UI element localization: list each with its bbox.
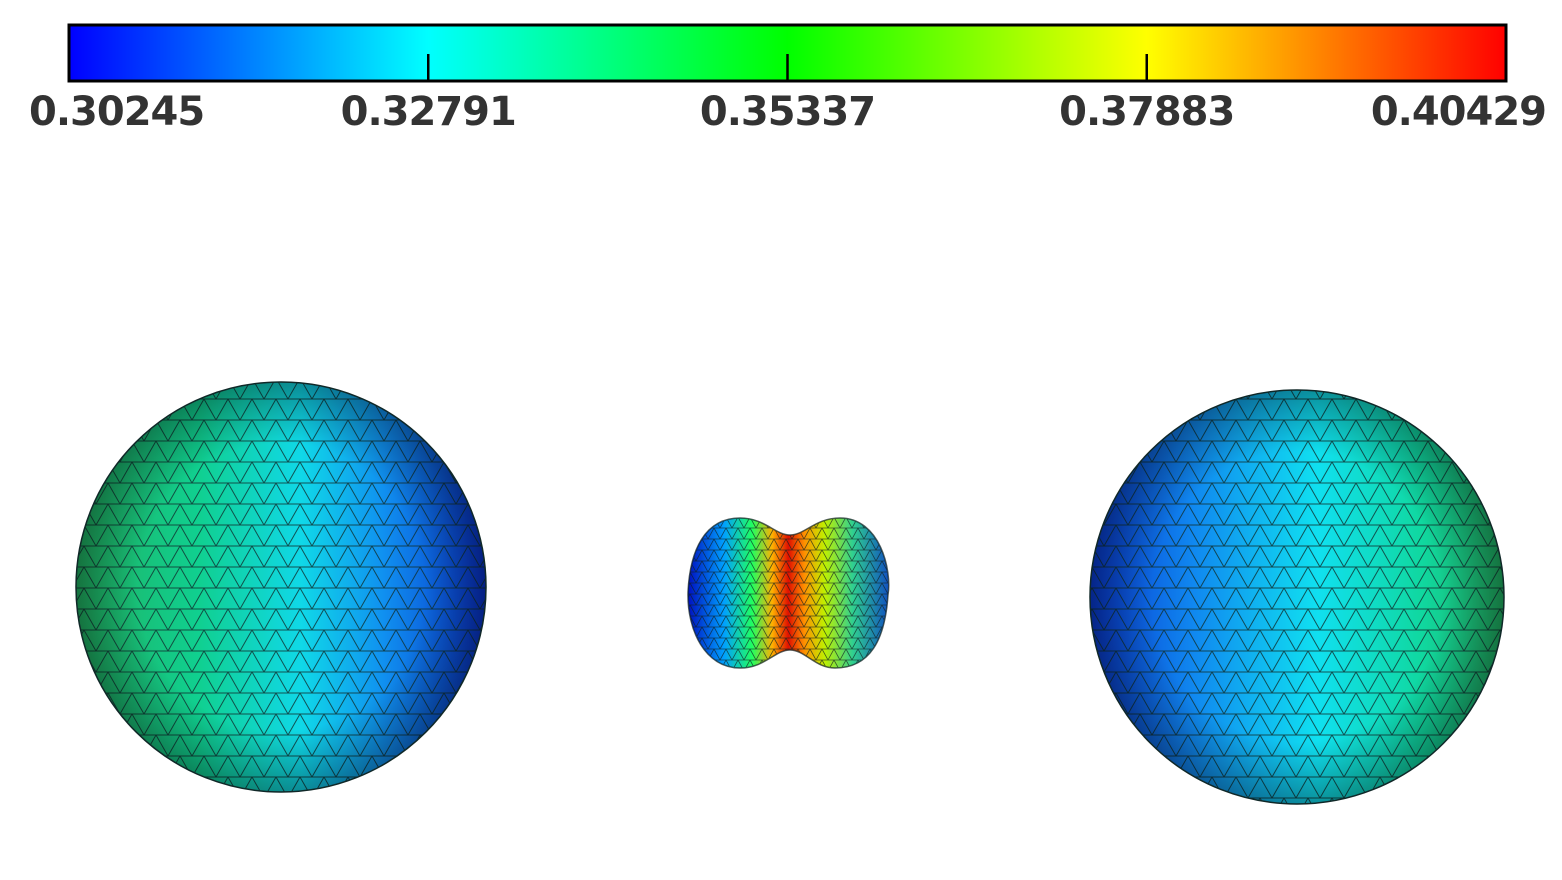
right-sphere <box>1089 389 1505 805</box>
tick-label: 0.30245 <box>29 89 204 135</box>
tick-label: 0.35337 <box>700 89 875 135</box>
center-body <box>687 517 890 669</box>
tick-label: 0.32791 <box>341 89 516 135</box>
tick-label: 0.37883 <box>1059 89 1234 135</box>
tick-label: 0.40429 <box>1371 89 1546 135</box>
left-sphere <box>75 381 487 793</box>
